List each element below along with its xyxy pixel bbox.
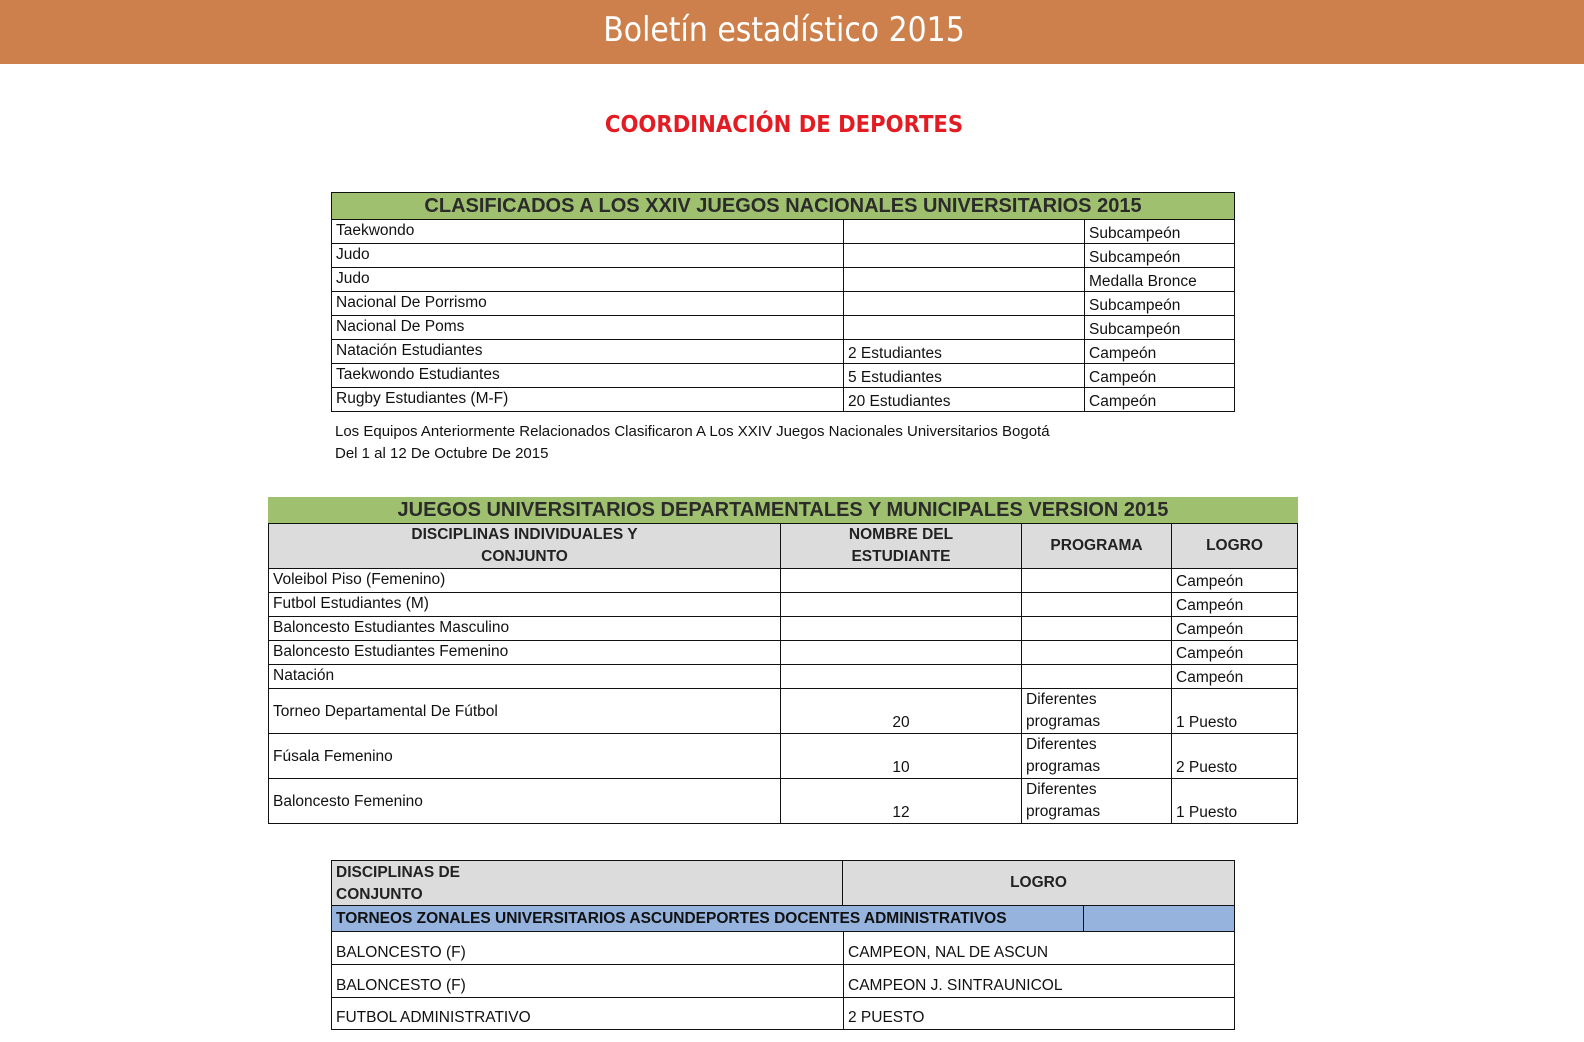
table-cell: Campeón	[1171, 641, 1298, 665]
table-cell: Rugby Estudiantes (M-F)	[331, 388, 843, 412]
table-cell: 12	[780, 779, 1021, 824]
table-cell: Campeón	[1171, 569, 1298, 593]
table-cell: Futbol Estudiantes (M)	[268, 593, 780, 617]
table-cell: Campeón	[1084, 388, 1235, 412]
table-cell: BALONCESTO (F)	[331, 932, 843, 965]
table-cell	[780, 617, 1021, 641]
table-cell: Natación	[268, 665, 780, 689]
table-cell: CAMPEON J. SINTRAUNICOL	[843, 964, 1235, 998]
table-cell: BALONCESTO (F)	[331, 964, 843, 998]
table-cell: Baloncesto Estudiantes Femenino	[268, 641, 780, 665]
table-cell	[1021, 569, 1171, 593]
table-cell: Baloncesto Estudiantes Masculino	[268, 617, 780, 641]
table-title: CLASIFICADOS A LOS XXIV JUEGOS NACIONALE…	[331, 192, 1235, 220]
table-cell: 1 Puesto	[1171, 689, 1298, 734]
table-cell: Judo	[331, 268, 843, 292]
column-header: PROGRAMA	[1021, 523, 1171, 569]
header-banner: Boletín estadístico 2015	[0, 0, 1584, 64]
table-cell	[780, 641, 1021, 665]
table-cell	[843, 244, 1084, 268]
table-cell: Voleibol Piso (Femenino)	[268, 569, 780, 593]
bulletin-title: Boletín estadístico 2015	[603, 10, 965, 50]
table-cell	[843, 316, 1084, 340]
subheader-blank	[1084, 906, 1235, 932]
table-cell: Campeón	[1171, 665, 1298, 689]
table-cell: 2 Puesto	[1171, 734, 1298, 779]
table-cell	[843, 268, 1084, 292]
table-cell: Diferentes programas	[1021, 734, 1171, 779]
table-cell: 10	[780, 734, 1021, 779]
section-title: COORDINACIÓN DE DEPORTES	[604, 112, 964, 138]
table1-note-line2: Del 1 al 12 De Octubre De 2015	[335, 445, 549, 462]
table-cell	[1021, 593, 1171, 617]
subheader-row: TORNEOS ZONALES UNIVERSITARIOS ASCUNDEPO…	[331, 906, 1084, 932]
table-cell: Subcampeón	[1084, 316, 1235, 340]
column-header: NOMBRE DEL ESTUDIANTE	[780, 523, 1021, 569]
table-cell: 2 PUESTO	[843, 997, 1235, 1030]
table-cell	[780, 665, 1021, 689]
table-cell	[1021, 641, 1171, 665]
table-cell: Fúsala Femenino	[268, 734, 780, 779]
table-cell: Natación Estudiantes	[331, 340, 843, 364]
column-header: LOGRO	[843, 860, 1235, 906]
table-cell: Campeón	[1171, 617, 1298, 641]
table-cell: Nacional De Porrismo	[331, 292, 843, 316]
table-cell: 20	[780, 689, 1021, 734]
table-cell: Campeón	[1084, 340, 1235, 364]
table-cell: 20 Estudiantes	[843, 388, 1084, 412]
table-cell	[780, 569, 1021, 593]
table-cell: Taekwondo	[331, 220, 843, 244]
table-cell: Medalla Bronce	[1084, 268, 1235, 292]
table-cell: 5 Estudiantes	[843, 364, 1084, 388]
column-header: DISCIPLINAS DE CONJUNTO	[331, 860, 843, 906]
table-cell: 2 Estudiantes	[843, 340, 1084, 364]
table-cell	[780, 593, 1021, 617]
table-cell	[843, 292, 1084, 316]
table-cell: Diferentes programas	[1021, 779, 1171, 824]
table-cell: CAMPEON, NAL DE ASCUN	[843, 932, 1235, 965]
table-cell: Baloncesto Femenino	[268, 779, 780, 824]
table-cell: Nacional De Poms	[331, 316, 843, 340]
table-cell: Campeón	[1084, 364, 1235, 388]
column-header: LOGRO	[1171, 523, 1298, 569]
table-cell: Subcampeón	[1084, 292, 1235, 316]
table-cell	[1021, 617, 1171, 641]
table-cell: Subcampeón	[1084, 244, 1235, 268]
table1-note-line1: Los Equipos Anteriormente Relacionados C…	[335, 423, 1050, 440]
table-cell: Judo	[331, 244, 843, 268]
table-cell	[1021, 665, 1171, 689]
table-cell: Diferentes programas	[1021, 689, 1171, 734]
table-title: JUEGOS UNIVERSITARIOS DEPARTAMENTALES Y …	[268, 497, 1298, 523]
table-cell	[843, 220, 1084, 244]
table-cell: Torneo Departamental De Fútbol	[268, 689, 780, 734]
table-cell: Campeón	[1171, 593, 1298, 617]
column-header: DISCIPLINAS INDIVIDUALES Y CONJUNTO	[268, 523, 780, 569]
table-cell: Taekwondo Estudiantes	[331, 364, 843, 388]
table-cell: Subcampeón	[1084, 220, 1235, 244]
table-cell: FUTBOL ADMINISTRATIVO	[331, 997, 843, 1030]
table-cell: 1 Puesto	[1171, 779, 1298, 824]
